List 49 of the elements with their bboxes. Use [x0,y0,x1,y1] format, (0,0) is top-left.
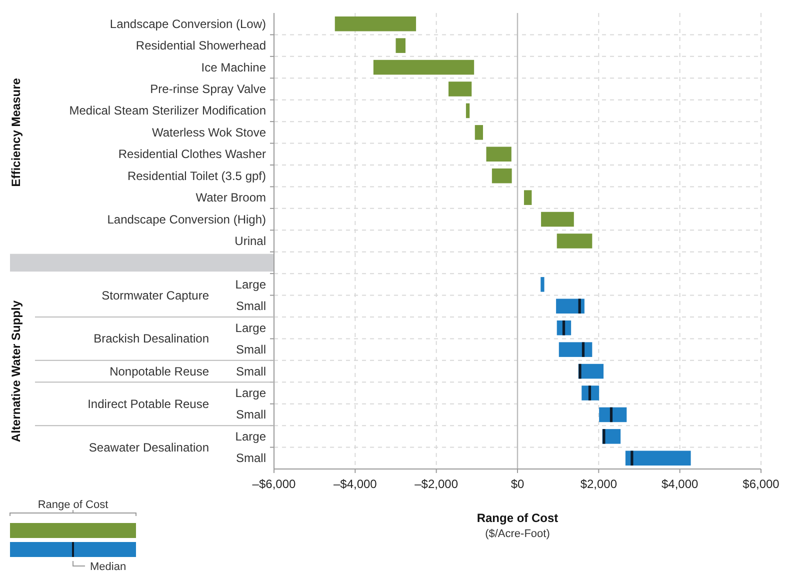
y-tick-label: Waterless Wok Stove [152,125,266,140]
y-tick-label: Small [236,451,266,466]
y-tick-label: Small [236,364,266,378]
y-tick-label: Urinal [234,234,266,248]
bar [486,146,512,162]
y-tick-label: Residential Clothes Washer [118,147,266,162]
text: Seawater Desalination [88,440,209,454]
bar [541,212,574,227]
y-tick-label: Landscape Conversion (Low) [110,16,266,31]
y-tick-label: Landscape Conversion (High) [107,212,266,226]
y-tick-label: Residential Toilet (3.5 gpf) [127,168,266,183]
bar [448,82,472,96]
x-tick-label: $4,000 [661,477,699,491]
text: Efficiency Measure [9,78,23,187]
y-tick-label: Small [236,299,266,314]
y-tick-label: Large [235,277,266,292]
legend-title: Range of Cost [38,499,108,511]
y-tick-label: Small [236,342,266,357]
text: Median [90,561,126,573]
bar [396,38,406,53]
y-tick-label: Ice Machine [201,60,266,74]
x-axis-title: Range of Cost [476,511,558,525]
y-tick-label: Pre-rinse Spray Valve [150,82,266,96]
bar [373,60,474,75]
x-tick-label: –$6,000 [252,477,296,491]
y-tick-label: Large [235,386,266,400]
bar [492,168,512,184]
text: Nonpotable Reuse [110,364,210,378]
bar [474,125,484,140]
y-tick-label: Medical Steam Sterilizer Modification [69,104,266,118]
bar [524,190,532,205]
text: Alternative Water Supply [9,300,23,442]
y-tick-label: Large [235,320,266,335]
text: Indirect Potable Reuse [88,396,210,411]
x-tick-label: $0 [510,477,524,491]
x-tick-label: $2,000 [580,477,618,491]
bar [334,16,416,32]
text: Brackish Desalination [94,332,209,346]
text: ($/Acre-Foot) [485,528,550,540]
y-tick-label: Large [235,429,266,444]
text: Stormwater Capture [102,288,210,302]
bar [466,103,470,118]
x-tick-label: –$2,000 [414,477,458,491]
y-tick-label: Residential Showerhead [136,38,266,53]
y-tick-label: Water Broom [196,190,266,205]
x-tick-label: –$4,000 [333,477,378,491]
x-tick-label: $6,000 [742,477,780,491]
bar [556,234,592,248]
y-tick-label: Small [236,408,266,422]
